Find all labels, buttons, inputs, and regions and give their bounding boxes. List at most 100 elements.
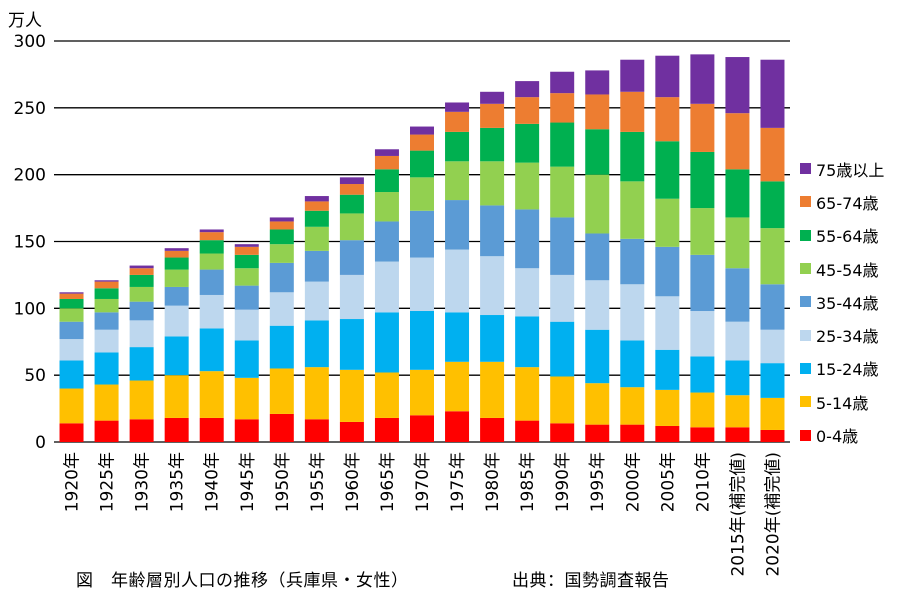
x-tick-label: 1930年 bbox=[133, 452, 153, 512]
x-tick-label: 1980年 bbox=[483, 452, 503, 512]
bar-segment bbox=[129, 380, 154, 420]
bar-segment bbox=[655, 425, 680, 442]
bar-segment bbox=[269, 413, 294, 442]
bar-segment bbox=[480, 205, 505, 257]
bar-segment bbox=[164, 305, 189, 337]
bar-segment bbox=[515, 123, 540, 163]
x-tick-label: 1955年 bbox=[308, 452, 328, 512]
legend-item: 0-4歳 bbox=[800, 418, 908, 451]
bar-segment bbox=[585, 280, 610, 330]
bar-segment bbox=[374, 261, 399, 313]
legend-swatch bbox=[800, 429, 811, 441]
bar-segment bbox=[304, 226, 329, 251]
bar-segment bbox=[59, 298, 84, 309]
bar-segment bbox=[760, 59, 785, 128]
bar-segment bbox=[725, 113, 750, 170]
bar-segment bbox=[655, 296, 680, 350]
y-tick-label: 150 bbox=[14, 233, 46, 253]
y-tick-label: 100 bbox=[14, 299, 46, 319]
legend-label: 45-54歳 bbox=[816, 260, 879, 280]
bar-segment bbox=[59, 293, 84, 299]
bar-segment bbox=[480, 417, 505, 442]
bar-segment bbox=[374, 372, 399, 418]
bar-segment bbox=[480, 256, 505, 316]
bar-segment bbox=[374, 155, 399, 170]
bar-segment bbox=[94, 329, 119, 353]
bar-segment bbox=[550, 274, 575, 322]
legend-swatch bbox=[800, 329, 811, 341]
bar-segment bbox=[94, 288, 119, 299]
bar-segment bbox=[620, 340, 645, 388]
bar-segment bbox=[374, 169, 399, 193]
bar-segment bbox=[304, 320, 329, 368]
bar-segment bbox=[269, 244, 294, 263]
bar-segment bbox=[234, 419, 259, 442]
bar-segment bbox=[199, 253, 224, 270]
x-tick-label: 2000年 bbox=[623, 452, 643, 512]
bar-segment bbox=[620, 59, 645, 92]
bar-segment bbox=[760, 127, 785, 182]
bar-segment bbox=[374, 192, 399, 222]
figure-caption: 図 年齢層別人口の推移（兵庫県・女性） bbox=[76, 571, 409, 591]
x-tick-label: 1990年 bbox=[553, 452, 573, 512]
bar-segment bbox=[59, 423, 84, 442]
bar-segment bbox=[339, 184, 364, 195]
bar-segment bbox=[760, 181, 785, 229]
bar-segment bbox=[655, 97, 680, 142]
bar-segment bbox=[515, 162, 540, 210]
bar-segment bbox=[374, 149, 399, 156]
bar-segment bbox=[304, 210, 329, 227]
bar-segment bbox=[480, 91, 505, 104]
bar-segment bbox=[164, 336, 189, 376]
bar-segment bbox=[760, 363, 785, 398]
legend-item: 65-74歳 bbox=[800, 185, 908, 218]
bar-segment bbox=[129, 301, 154, 321]
bar-segment bbox=[94, 384, 119, 421]
legend-label: 25-34歳 bbox=[816, 327, 879, 347]
bar-segment bbox=[550, 71, 575, 94]
bar-segment bbox=[234, 340, 259, 378]
bar-segment bbox=[164, 417, 189, 442]
bar-segment bbox=[585, 129, 610, 175]
bar-segment bbox=[515, 367, 540, 421]
bar-segment bbox=[374, 312, 399, 373]
legend-swatch bbox=[800, 396, 811, 408]
bar-segment bbox=[94, 352, 119, 385]
bar-segment bbox=[339, 240, 364, 275]
bar-segment bbox=[199, 417, 224, 442]
bar-segment bbox=[690, 151, 715, 209]
legend-item: 25-34歳 bbox=[800, 318, 908, 351]
bar-segment bbox=[760, 329, 785, 364]
y-tick-label: 200 bbox=[14, 166, 46, 186]
bar-segment bbox=[374, 221, 399, 262]
bar-segment bbox=[199, 294, 224, 329]
bar-segment bbox=[550, 423, 575, 442]
x-tick-label: 1920年 bbox=[63, 452, 83, 512]
bar-segment bbox=[164, 250, 189, 258]
legend-item: 5-14歳 bbox=[800, 385, 908, 418]
legend-item: 75歳以上 bbox=[800, 152, 908, 185]
bar-segment bbox=[94, 281, 119, 289]
bar-segment bbox=[585, 329, 610, 384]
bar-segment bbox=[445, 411, 470, 442]
bar-segment bbox=[515, 316, 540, 368]
bar-segment bbox=[94, 312, 119, 330]
bar-segment bbox=[234, 246, 259, 255]
bar-segment bbox=[620, 91, 645, 132]
x-tick-label: 2005年 bbox=[658, 452, 678, 512]
bar-segment bbox=[234, 268, 259, 286]
bar-segment bbox=[445, 200, 470, 250]
y-axis-unit-label: 万人 bbox=[8, 11, 42, 31]
bar-segment bbox=[304, 281, 329, 321]
bar-segment bbox=[94, 298, 119, 313]
x-tick-label: 1945年 bbox=[238, 452, 258, 512]
y-tick-label: 250 bbox=[14, 99, 46, 119]
bar-segment bbox=[129, 265, 154, 269]
bar-segment bbox=[550, 93, 575, 123]
x-tick-label: 1960年 bbox=[343, 452, 363, 512]
legend-swatch bbox=[800, 163, 811, 175]
x-tick-label: 1985年 bbox=[518, 452, 538, 512]
legend-label: 75歳以上 bbox=[816, 160, 885, 180]
bar-segment bbox=[129, 419, 154, 442]
